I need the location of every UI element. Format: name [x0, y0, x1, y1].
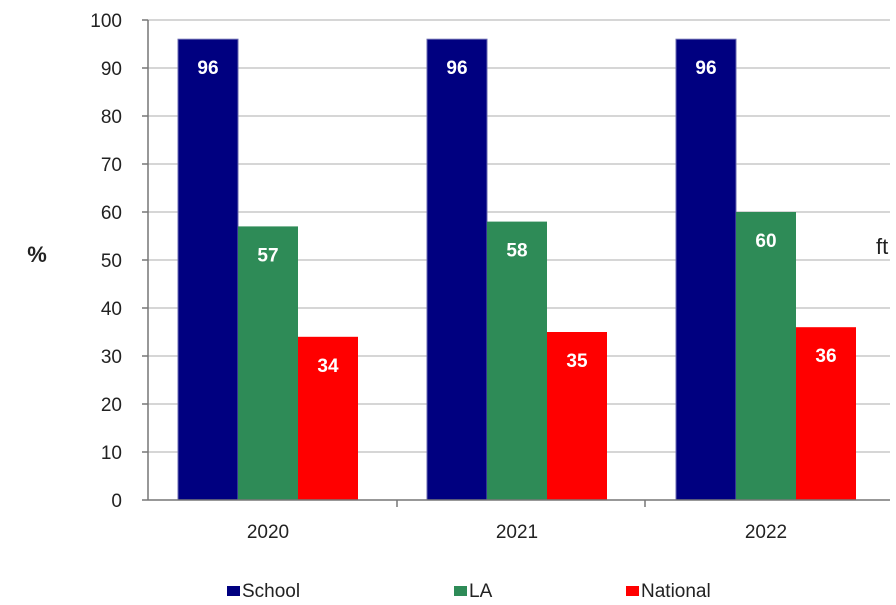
y-tick-label: 40: [101, 299, 122, 320]
data-label: 96: [197, 58, 218, 79]
y-tick-label: 70: [101, 155, 122, 176]
y-tick-label: 90: [101, 59, 122, 80]
data-label: 58: [506, 241, 527, 262]
y-tick-label: 20: [101, 395, 122, 416]
y-tick-label: 50: [101, 251, 122, 272]
legend-swatch-school: [227, 586, 240, 596]
legend-swatch-la: [454, 586, 467, 596]
legend: School LA National: [227, 581, 711, 602]
y-tick-label: 100: [90, 11, 122, 32]
y-axis-label: %: [27, 242, 47, 267]
bar-school-2020: [177, 38, 239, 501]
data-label: 35: [566, 351, 588, 372]
cropped-annotation-fragment: ft: [876, 234, 888, 259]
data-label: 60: [755, 231, 776, 252]
bar-school-2022: [675, 38, 737, 501]
bar-national-2022: [796, 327, 856, 500]
y-tick-label: 10: [101, 443, 122, 464]
bar-la-2021: [487, 221, 547, 500]
legend-label-national: National: [641, 581, 711, 602]
y-tick-labels: 0 10 20 30 40 50 60 70 80 90 100: [90, 11, 122, 512]
y-tick-label: 80: [101, 107, 122, 128]
bar-la-2020: [238, 226, 298, 500]
x-tick-label: 2022: [745, 522, 787, 543]
data-label: 34: [317, 356, 339, 377]
legend-label-la: LA: [469, 581, 493, 602]
legend-label-school: School: [242, 581, 300, 602]
legend-swatch-national: [626, 586, 639, 596]
y-tick-label: 30: [101, 347, 122, 368]
bar-national-2021: [547, 332, 607, 500]
y-tick-label: 0: [111, 491, 122, 512]
data-label: 96: [446, 58, 467, 79]
x-tick-label: 2020: [247, 522, 289, 543]
bar-national-2020: [298, 336, 358, 500]
y-tick-label: 60: [101, 203, 122, 224]
bar-school-2021: [426, 38, 488, 501]
data-label: 57: [257, 245, 278, 266]
bar-la-2022: [736, 212, 796, 500]
bars: [177, 38, 856, 501]
value-labels: 96 57 34 96 58 35 96 60 36: [197, 58, 836, 377]
axes: [142, 19, 890, 507]
data-label: 96: [695, 58, 716, 79]
x-tick-labels: 2020 2021 2022: [247, 522, 787, 543]
data-label: 36: [815, 346, 836, 367]
x-tick-label: 2021: [496, 522, 538, 543]
